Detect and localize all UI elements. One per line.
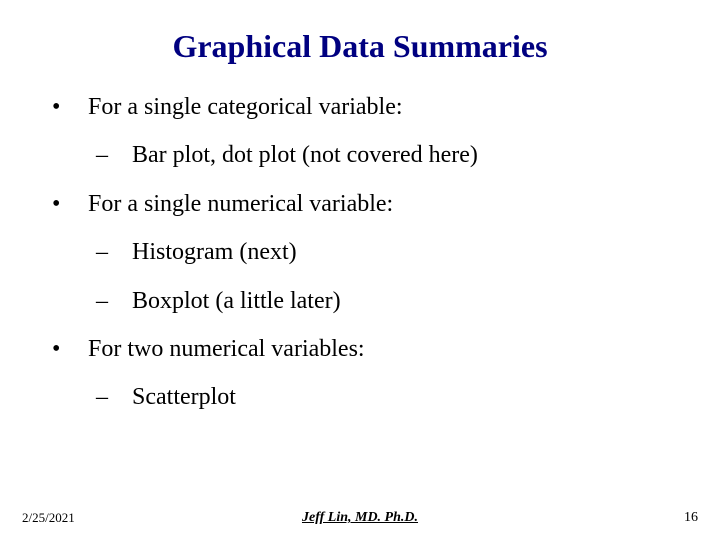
footer-page-number: 16	[684, 510, 698, 526]
bullet-marker: –	[96, 285, 132, 317]
slide-content: • For a single categorical variable: – B…	[40, 91, 680, 414]
bullet-text: Boxplot (a little later)	[132, 285, 341, 317]
bullet-marker: –	[96, 139, 132, 171]
bullet-marker: –	[96, 381, 132, 413]
bullet-item: – Scatterplot	[40, 381, 680, 413]
bullet-item: • For a single numerical variable:	[40, 188, 680, 220]
bullet-marker: –	[96, 236, 132, 268]
bullet-item: – Histogram (next)	[40, 236, 680, 268]
footer-date: 2/25/2021	[22, 510, 75, 526]
slide-footer: 2/25/2021 Jeff Lin, MD. Ph.D. 16	[0, 510, 720, 526]
slide-title: Graphical Data Summaries	[40, 28, 680, 65]
bullet-text: Scatterplot	[132, 381, 236, 413]
footer-author: Jeff Lin, MD. Ph.D.	[302, 510, 418, 526]
slide: Graphical Data Summaries • For a single …	[0, 0, 720, 540]
bullet-item: – Boxplot (a little later)	[40, 285, 680, 317]
bullet-item: • For a single categorical variable:	[40, 91, 680, 123]
bullet-marker: •	[52, 188, 88, 220]
bullet-text: For a single numerical variable:	[88, 188, 393, 220]
bullet-text: For a single categorical variable:	[88, 91, 403, 123]
bullet-item: • For two numerical variables:	[40, 333, 680, 365]
bullet-item: – Bar plot, dot plot (not covered here)	[40, 139, 680, 171]
bullet-text: Bar plot, dot plot (not covered here)	[132, 139, 478, 171]
bullet-marker: •	[52, 91, 88, 123]
bullet-text: For two numerical variables:	[88, 333, 365, 365]
bullet-marker: •	[52, 333, 88, 365]
bullet-text: Histogram (next)	[132, 236, 297, 268]
